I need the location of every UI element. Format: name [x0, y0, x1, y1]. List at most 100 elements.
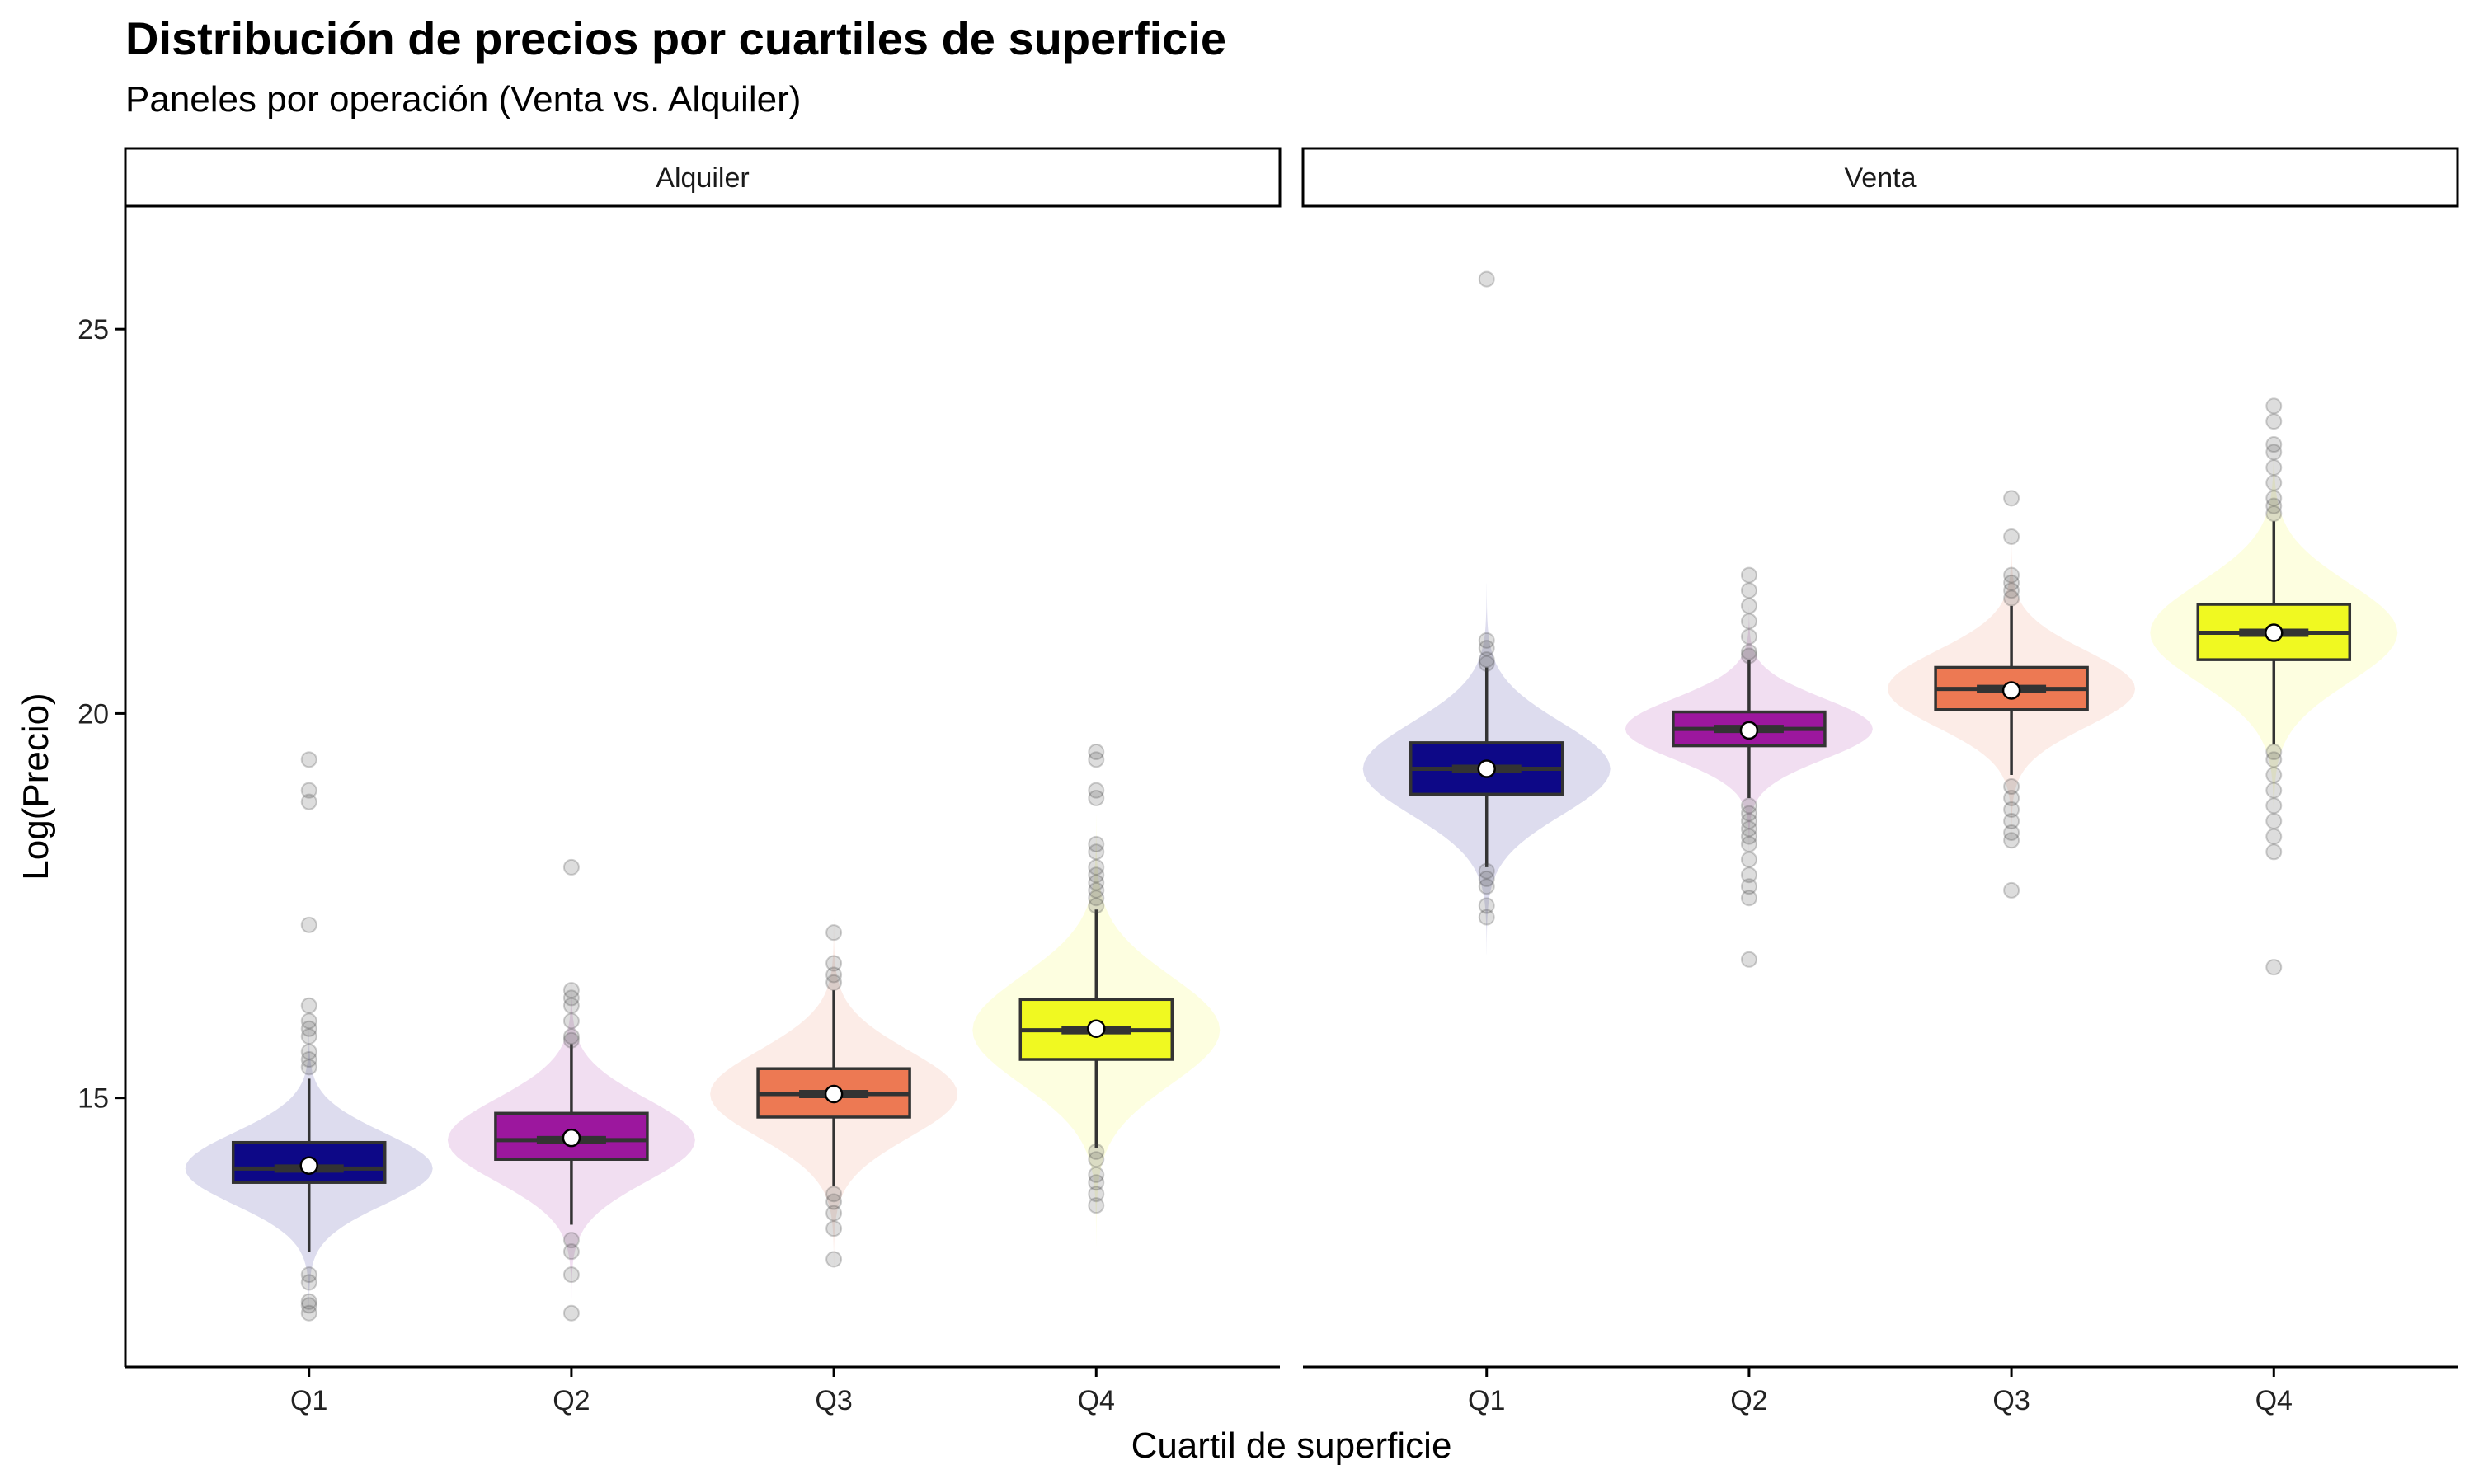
outlier-point	[1740, 851, 1757, 868]
outlier-point	[1478, 651, 1495, 669]
outlier-point	[1740, 835, 1757, 852]
outlier-point	[1740, 597, 1757, 614]
outlier-point	[2265, 490, 2283, 507]
y-axis-label: Log(Precio)	[16, 693, 56, 880]
panel-alquiler: Alquiler Q1 Q2 Q3 Q4	[124, 147, 1282, 1416]
chart-title: Distribución de precios por cuartiles de…	[125, 12, 1227, 64]
outlier-point	[1478, 640, 1495, 657]
outlier-point	[300, 1043, 317, 1060]
outlier-point	[1740, 890, 1757, 907]
outlier-point	[825, 924, 843, 942]
outlier-point	[2003, 528, 2020, 545]
outlier-point	[825, 974, 843, 991]
outlier-point	[300, 751, 317, 768]
outlier-point	[1740, 878, 1757, 895]
x-tick-label: Q4	[1078, 1385, 1115, 1416]
outlier-point	[1088, 782, 1105, 799]
outlier-point	[825, 1186, 843, 1203]
outlier-point	[300, 1059, 317, 1076]
outlier-point	[2265, 505, 2283, 522]
outlier-point	[2265, 751, 2283, 768]
outlier-point	[300, 782, 317, 799]
x-tick-label: Q1	[1468, 1385, 1505, 1416]
outlier-point	[2003, 490, 2020, 507]
outlier-point	[1088, 1166, 1105, 1183]
outlier-point	[1478, 632, 1495, 649]
outlier-point	[2265, 413, 2283, 430]
outlier-point	[1478, 909, 1495, 926]
outlier-point	[2265, 744, 2283, 761]
x-tick-label: Q4	[2255, 1385, 2293, 1416]
outlier-point	[562, 997, 580, 1014]
outlier-point	[1740, 828, 1757, 845]
outlier-point	[1740, 797, 1757, 815]
panel-strip	[1301, 147, 2459, 208]
mean-point	[2265, 623, 2284, 642]
outlier-point	[1088, 843, 1105, 861]
outlier-point	[2265, 459, 2283, 477]
outlier-point	[1088, 835, 1105, 852]
outlier-point	[2003, 881, 2020, 899]
box-iqr	[231, 1140, 387, 1184]
outlier-point	[1088, 1197, 1105, 1214]
x-tick-label: Q3	[1992, 1385, 2030, 1416]
outlier-point	[825, 1251, 843, 1268]
outlier-point	[2003, 566, 2020, 584]
outlier-point	[562, 858, 580, 876]
outlier-point	[2265, 436, 2283, 453]
mean-point	[1739, 721, 1759, 740]
box-q1: Q1	[1362, 270, 1611, 1416]
outlier-point	[2265, 812, 2283, 829]
mean-point	[1087, 1019, 1106, 1038]
outlier-point	[1478, 655, 1495, 672]
outlier-point	[300, 793, 317, 810]
outlier-point	[562, 1266, 580, 1284]
outlier-point	[825, 1193, 843, 1210]
outlier-point	[300, 1304, 317, 1322]
outlier-point	[1740, 812, 1757, 829]
outlier-point	[1088, 1151, 1105, 1168]
outlier-point	[1088, 1174, 1105, 1191]
outlier-point	[1088, 881, 1105, 899]
mean-point	[2001, 681, 2021, 700]
outlier-point	[1478, 270, 1495, 288]
outlier-point	[300, 1297, 317, 1314]
outlier-point	[2265, 782, 2283, 799]
outlier-point	[1088, 858, 1105, 876]
outlier-point	[300, 1266, 317, 1284]
outlier-point	[1088, 744, 1105, 761]
chart-subtitle: Paneles por operación (Venta vs. Alquile…	[125, 79, 802, 120]
outlier-point	[2003, 824, 2020, 841]
outlier-point	[562, 1304, 580, 1322]
outlier-point	[825, 966, 843, 984]
outlier-point	[1088, 1186, 1105, 1203]
y-tick-label: 20	[78, 698, 109, 730]
outlier-point	[1088, 866, 1105, 884]
outlier-point	[1088, 874, 1105, 891]
outlier-point	[1478, 862, 1495, 880]
outlier-point	[2265, 444, 2283, 461]
x-tick-label: Q3	[815, 1385, 852, 1416]
mean-point	[1477, 759, 1496, 778]
outlier-point	[1088, 751, 1105, 768]
panel-strip-label: Alquiler	[656, 162, 749, 194]
outlier-point	[2003, 589, 2020, 607]
outlier-point	[300, 1012, 317, 1030]
y-tick-label: 25	[78, 314, 109, 345]
outlier-point	[300, 916, 317, 933]
outlier-point	[2003, 812, 2020, 829]
mean-point	[299, 1156, 318, 1175]
outlier-point	[300, 1274, 317, 1291]
y-tick-label: 15	[78, 1083, 109, 1115]
outlier-point	[2003, 789, 2020, 806]
outlier-point	[2265, 959, 2283, 976]
outlier-point	[1478, 878, 1495, 895]
outlier-point	[2003, 582, 2020, 599]
outlier-point	[300, 1293, 317, 1310]
outlier-point	[1740, 628, 1757, 646]
x-tick-label: Q2	[553, 1385, 590, 1416]
outlier-point	[1740, 820, 1757, 838]
outlier-point	[2003, 832, 2020, 849]
outlier-point	[2265, 797, 2283, 815]
